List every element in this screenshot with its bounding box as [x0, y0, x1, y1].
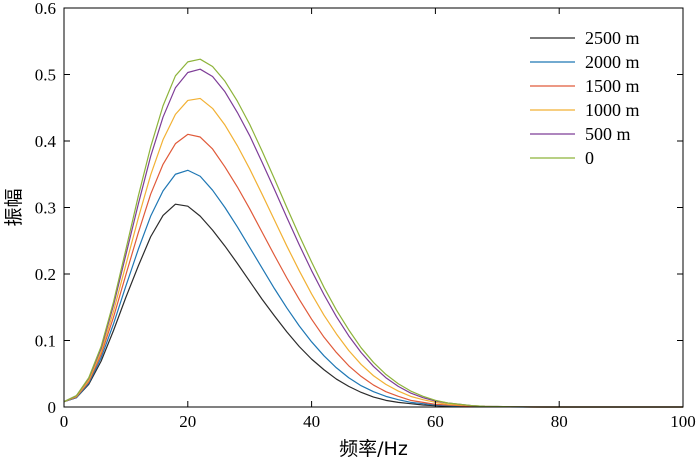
- legend-label-3: 1000 m: [585, 100, 640, 120]
- x-tick-label: 40: [303, 412, 320, 431]
- y-tick-label: 0.5: [35, 66, 56, 85]
- legend-label-1: 2000 m: [585, 52, 640, 72]
- y-tick-label: 0: [48, 398, 57, 417]
- x-tick-label: 0: [60, 412, 69, 431]
- y-tick-label: 0.1: [35, 332, 56, 351]
- y-tick-label: 0.2: [35, 265, 56, 284]
- x-tick-label: 20: [179, 412, 196, 431]
- y-tick-label: 0.6: [35, 0, 56, 18]
- y-tick-label: 0.3: [35, 199, 56, 218]
- x-tick-label: 100: [670, 412, 696, 431]
- x-tick-label: 80: [551, 412, 568, 431]
- legend-label-5: 0: [585, 148, 594, 168]
- y-axis-label: 振幅: [3, 188, 25, 226]
- legend-label-4: 500 m: [585, 124, 631, 144]
- legend-label-0: 2500 m: [585, 28, 640, 48]
- x-axis-label: 频率/Hz: [339, 438, 408, 460]
- ticks-layer: 0 20 40 60 80 100 0 0.1 0.2 0.3 0.4 0.5 0.6: [35, 0, 696, 431]
- x-tick-label: 60: [427, 412, 444, 431]
- legend-label-2: 1500 m: [585, 76, 640, 96]
- legend: 2500 m 2000 m 1500 m 1000 m 500 m 0: [530, 28, 640, 168]
- y-tick-label: 0.4: [35, 132, 57, 151]
